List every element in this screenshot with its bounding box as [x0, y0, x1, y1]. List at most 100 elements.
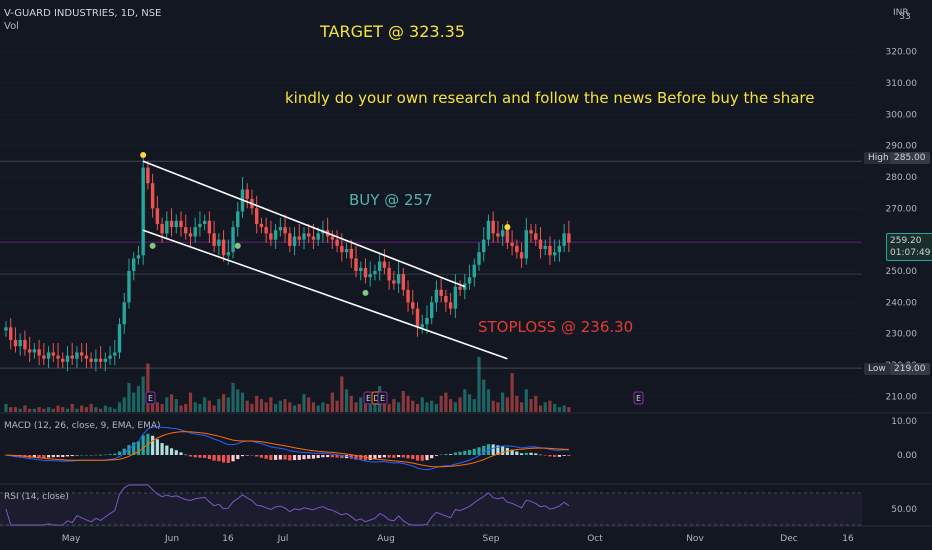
- candle-body: [136, 255, 141, 259]
- macd-histogram-bar: [420, 455, 424, 461]
- high-marker: [140, 152, 147, 159]
- macd-histogram-bar: [103, 454, 107, 456]
- price-axis-tick: 290.00: [886, 142, 918, 152]
- candle-body: [221, 239, 226, 256]
- candle-body: [529, 230, 533, 234]
- volume-bar: [524, 389, 528, 412]
- volume-bar: [567, 407, 571, 412]
- macd-histogram-bar: [188, 455, 193, 457]
- candle-body: [56, 355, 60, 359]
- volume-bar: [108, 407, 112, 412]
- volume-bar: [127, 382, 131, 412]
- macd-histogram-bar: [89, 455, 93, 456]
- macd-histogram-bar: [203, 455, 207, 458]
- rsi-label: RSI (14, close): [4, 492, 69, 502]
- candle-body: [46, 352, 51, 359]
- candle-body: [75, 352, 79, 359]
- macd-histogram-bar: [449, 454, 453, 455]
- chart-header: V-GUARD INDUSTRIES, 1D, NSE Vol: [4, 8, 161, 32]
- macd-histogram-bar: [155, 439, 159, 455]
- candle-body: [127, 270, 131, 303]
- macd-histogram-bar: [113, 453, 117, 455]
- time-axis-tick: Dec: [780, 534, 797, 544]
- macd-histogram-bar: [335, 455, 339, 458]
- macd-histogram-bar: [562, 455, 566, 456]
- volume-bar: [467, 394, 472, 412]
- volume-bar: [193, 402, 197, 412]
- price-axis-tick: 210.00: [886, 392, 918, 402]
- candle-body: [307, 233, 311, 237]
- candle-body: [65, 355, 70, 362]
- candle-body: [444, 296, 448, 303]
- candle-body: [122, 302, 126, 325]
- volume-bar: [117, 402, 122, 412]
- volume-bar: [188, 392, 193, 412]
- candle-body: [302, 233, 306, 240]
- macd-histogram-bar: [99, 454, 103, 456]
- macd-histogram-bar: [411, 455, 415, 460]
- candle-body: [202, 220, 207, 224]
- candle-body: [113, 352, 117, 356]
- countdown: 01:07:49: [890, 248, 931, 258]
- volume-bar: [311, 402, 316, 412]
- rsi-band: [0, 493, 862, 525]
- channel-upper-line: [142, 160, 466, 288]
- price-axis-tick: 280.00: [886, 173, 918, 183]
- macd-histogram-bar: [278, 455, 282, 460]
- macd-histogram-bar: [42, 455, 46, 459]
- volume-bar: [335, 400, 339, 412]
- macd-histogram-bar: [61, 455, 65, 458]
- candle-body: [32, 349, 37, 353]
- candle-body: [150, 183, 155, 209]
- candle-body: [311, 236, 316, 240]
- macd-histogram-bar: [557, 455, 562, 457]
- macd-histogram-bar: [534, 453, 538, 455]
- volume-bar: [61, 407, 65, 412]
- volume-bar: [136, 386, 141, 412]
- macd-histogram-bar: [75, 455, 79, 456]
- candle-body: [231, 227, 235, 253]
- macd-histogram-bar: [136, 441, 141, 455]
- low-value: 219.00: [890, 363, 930, 375]
- volume-bar: [439, 395, 443, 412]
- price-axis-tick: 320.00: [886, 48, 918, 58]
- macd-histogram-bar: [311, 455, 316, 459]
- macd-histogram-bar: [221, 455, 226, 463]
- macd-axis-tick: 0.00: [897, 451, 917, 461]
- macd-histogram-bar: [396, 455, 401, 458]
- macd-histogram-bar: [463, 450, 467, 455]
- volume-bar: [122, 397, 126, 412]
- macd-histogram-bar: [340, 455, 344, 459]
- volume-bar: [255, 395, 259, 412]
- volume-bar: [387, 403, 391, 412]
- event-marker: [377, 391, 388, 405]
- candle-body: [519, 252, 524, 259]
- volume-bar: [212, 405, 216, 412]
- candle-body: [27, 349, 32, 353]
- macd-histogram-bar: [184, 454, 188, 456]
- volume-bar: [132, 392, 136, 412]
- volume-bar: [84, 407, 89, 412]
- macd-histogram-bar: [538, 454, 543, 456]
- candle-body: [283, 227, 287, 234]
- currency-label: INR: [893, 8, 909, 18]
- volume-bar: [46, 407, 51, 412]
- volume-bar: [51, 408, 55, 412]
- price-axis-tick: 300.00: [886, 110, 918, 120]
- macd-histogram-bar: [543, 455, 547, 456]
- target-annotation: TARGET @ 323.35: [320, 22, 466, 41]
- volume-bar: [203, 397, 207, 412]
- candle-body: [141, 167, 145, 256]
- macd-histogram-bar: [553, 455, 557, 457]
- macd-histogram-bar: [51, 455, 55, 458]
- macd-histogram-bar: [302, 455, 306, 460]
- candle-body: [103, 358, 108, 362]
- macd-histogram-bar: [151, 435, 155, 455]
- volume-bar: [80, 405, 84, 412]
- volume-bar: [278, 400, 282, 412]
- price-axis-tick: 230.00: [886, 330, 918, 340]
- volume-bar: [330, 392, 334, 412]
- macd-histogram-bar: [467, 449, 472, 455]
- volume-bar: [430, 400, 434, 412]
